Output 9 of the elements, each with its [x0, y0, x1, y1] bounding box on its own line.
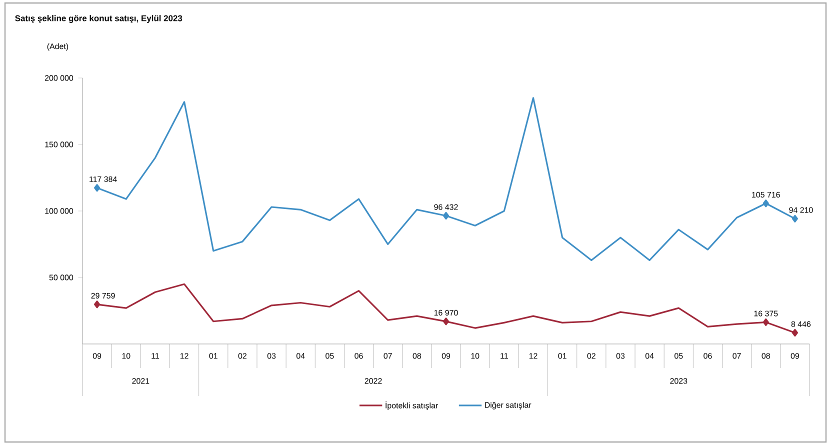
point — [762, 200, 769, 208]
point — [442, 212, 450, 220]
point — [762, 318, 769, 326]
point — [792, 328, 798, 337]
point — [94, 184, 100, 192]
point — [792, 214, 798, 222]
point — [94, 300, 100, 308]
chart-title: Satış şekline göre konut satışı, Eylül 2023 — [15, 15, 182, 23]
point — [442, 318, 450, 326]
